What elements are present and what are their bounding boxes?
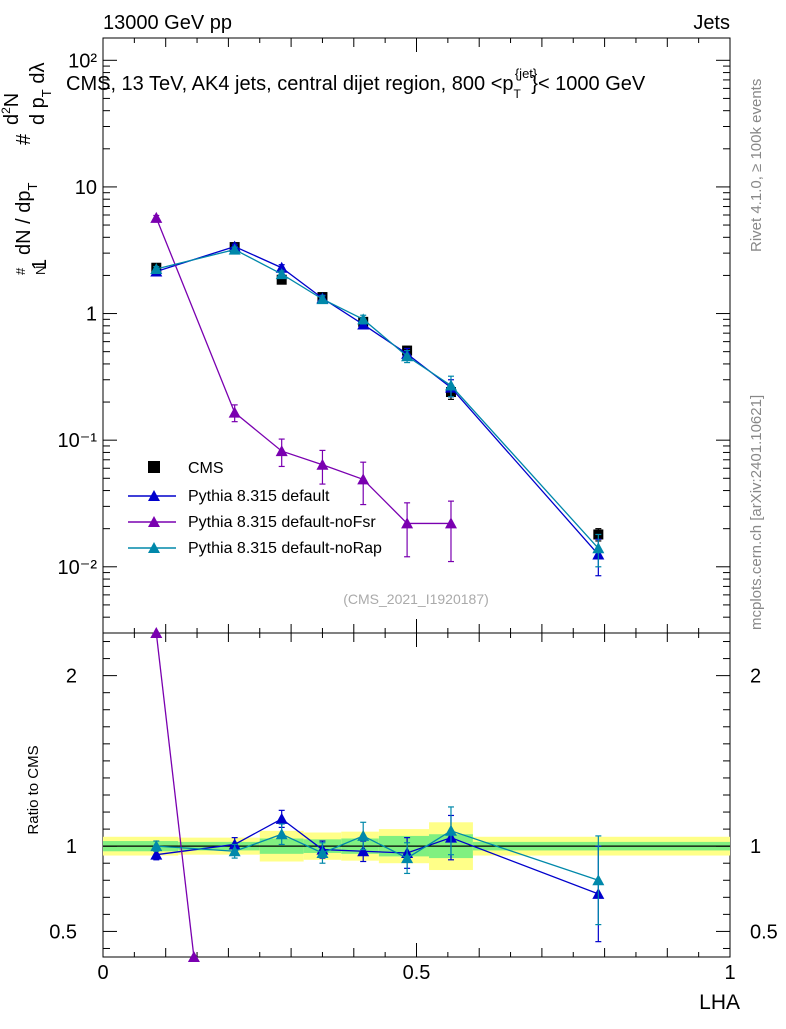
noRap-ratio-point	[228, 845, 241, 857]
default-point	[275, 261, 288, 273]
top-y-tick-label: 10⁻¹	[58, 430, 98, 452]
legend-default-label: Pythia 8.315 default	[188, 488, 330, 505]
ratio-plot-area	[150, 627, 605, 962]
noFsr-point	[401, 517, 414, 529]
header-left: 13000 GeV pp	[103, 12, 232, 34]
noFsr-ratio-point	[187, 951, 200, 962]
noRap-ratio-point	[150, 840, 163, 852]
ratio-y-tick-label-right: 1	[750, 836, 761, 858]
noRap-ratio-point	[357, 829, 370, 841]
top-y-tick-label: 10⁻²	[58, 557, 98, 579]
ratio-panel-frame	[102, 632, 731, 958]
noRap-ratio-line	[156, 830, 599, 881]
noRap-ratio-point	[444, 824, 457, 836]
noRap-point	[275, 268, 288, 280]
svg-text:# N: # N	[8, 262, 48, 275]
noFsr-point	[444, 517, 457, 529]
noFsr-point	[316, 458, 329, 470]
noRap-point	[150, 262, 163, 274]
noRap-point	[316, 293, 329, 305]
header-right: Jets	[693, 12, 730, 34]
analysis-watermark: (CMS_2021_I1920187)	[343, 591, 489, 607]
svg-text:#: #	[13, 133, 35, 145]
x-tick-label: 0	[97, 962, 108, 984]
legend-nofsr-marker	[148, 516, 160, 527]
top-y-tick-label: 10	[75, 177, 97, 199]
default-ratio-point	[357, 845, 370, 857]
legend: CMS Pythia 8.315 default Pythia 8.315 de…	[128, 460, 382, 557]
noRap-ratio-point	[275, 828, 288, 840]
rivet-version-label: Rivet 4.1.0, ≥ 100k events	[748, 79, 765, 252]
ratio-y-tick-label: 0.5	[49, 921, 77, 943]
svg-text:dN / dpT: dN / dpT	[13, 183, 40, 255]
cms-data-point	[276, 274, 287, 285]
noRap-point	[357, 313, 370, 325]
ratio-axes: 0.5 0.5 1 1 2 2 0 0.5 1	[49, 633, 778, 984]
legend-norap-label: Pythia 8.315 default-noRap	[188, 540, 382, 557]
ratio-y-tick-label-right: 0.5	[750, 921, 778, 943]
x-axis-label: LHA	[699, 991, 740, 1014]
noRap-ratio-point	[401, 852, 414, 864]
mcplots-label: mcplots.cern.ch [arXiv:2401.10621]	[748, 395, 765, 630]
top-plot-area	[150, 211, 605, 577]
noFsr-ratio-point	[150, 627, 163, 638]
top-y-axis: 10⁻² 10⁻¹ 1 10 10²	[58, 38, 731, 634]
noRap-ratio-point	[592, 874, 605, 886]
plot-title: CMS, 13 TeV, AK4 jets, central dijet reg…	[66, 66, 646, 101]
ratio-y-tick-label-right: 2	[750, 666, 761, 688]
noRap-ratio-point	[316, 846, 329, 858]
noRap-point	[228, 243, 241, 255]
default-line	[156, 245, 599, 555]
top-y-tick-label: 1	[86, 304, 97, 326]
legend-nofsr-label: Pythia 8.315 default-noFsr	[188, 514, 376, 531]
default-ratio-line	[156, 818, 599, 895]
x-tick-label: 1	[724, 962, 735, 984]
noRap-point	[444, 379, 457, 391]
default-ratio-point	[150, 848, 163, 860]
noRap-point	[592, 542, 605, 554]
noFsr-ratio-line	[155, 632, 195, 958]
noFsr-point	[228, 406, 241, 418]
ratio-y-tick-label: 1	[66, 836, 77, 858]
legend-default-marker	[148, 490, 160, 501]
noFsr-line	[155, 217, 451, 525]
ratio-y-tick-label: 2	[66, 666, 77, 688]
noFsr-point	[275, 445, 288, 457]
svg-text:d pT dλ: d pT dλ	[27, 63, 54, 125]
x-tick-label: 0.5	[403, 962, 431, 984]
noRap-point	[401, 350, 414, 362]
noRap-line	[156, 248, 599, 549]
svg-text:d2N: d2N	[0, 93, 23, 125]
top-y-axis-label: # N 1 dN / dpT # d2N d pT dλ	[0, 63, 54, 275]
default-ratio-point	[275, 812, 288, 824]
legend-cms-marker	[148, 461, 160, 473]
noFsr-point	[150, 211, 163, 223]
top-y-axis-label-text: 1	[29, 259, 51, 270]
ratio-uncertainty-band	[103, 822, 730, 871]
ratio-y-axis-label: Ratio to CMS	[25, 745, 42, 834]
noFsr-point	[357, 473, 370, 485]
legend-norap-marker	[148, 542, 160, 553]
top-y-tick-label: 10²	[68, 50, 97, 72]
legend-cms-label: CMS	[188, 460, 224, 477]
